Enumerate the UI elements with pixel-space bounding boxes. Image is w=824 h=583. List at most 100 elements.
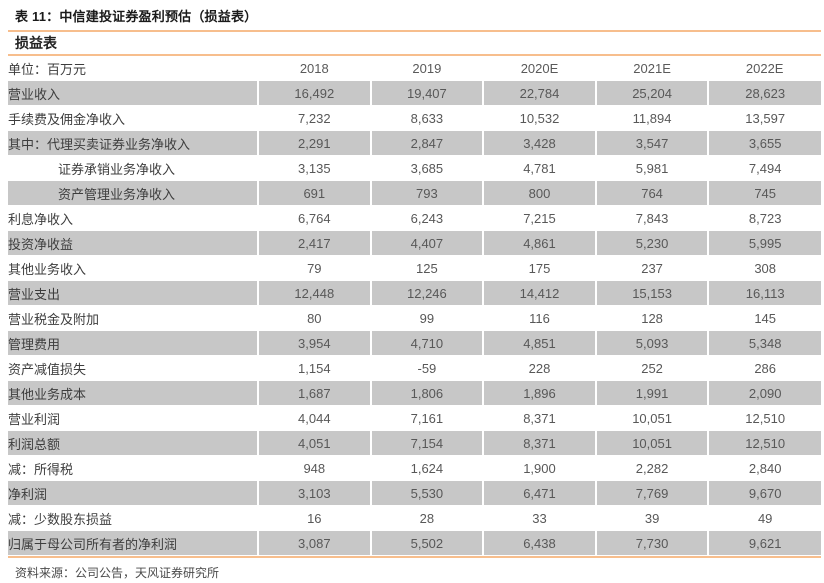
cell-value: 286 — [707, 355, 821, 381]
column-header-2020e: 2020E — [483, 56, 596, 81]
cell-value: 5,230 — [594, 230, 709, 256]
table-row: 利息净收入 6,764 6,243 7,215 7,843 8,723 — [8, 205, 821, 231]
cell-value: 3,655 — [707, 130, 821, 156]
cell-value: 228 — [482, 355, 596, 381]
income-statement-table: 单位：百万元 2018 2019 2020E 2021E 2022E 营业收入 1… — [8, 56, 821, 556]
cell-value: 6,438 — [482, 530, 596, 556]
cell-value: 2,282 — [594, 455, 709, 481]
row-label: 归属于母公司所有者的净利润 — [8, 530, 258, 556]
column-header-2022e: 2022E — [708, 56, 821, 81]
cell-value: 19,407 — [369, 80, 484, 106]
cell-value: 4,781 — [482, 155, 596, 181]
row-label: 营业利润 — [8, 405, 258, 431]
cell-value: 49 — [707, 505, 821, 531]
table-caption: 表 11：中信建投证券盈利预估（损益表） — [15, 9, 258, 24]
table-row: 营业收入 16,492 19,407 22,784 25,204 28,623 — [8, 80, 821, 106]
cell-value: 2,417 — [257, 230, 371, 256]
row-label: 证券承销业务净收入 — [8, 155, 258, 181]
row-label: 资产减值损失 — [8, 355, 258, 381]
row-label: 资产管理业务净收入 — [8, 180, 258, 206]
divider-header — [8, 54, 821, 56]
cell-value: 13,597 — [707, 105, 821, 131]
row-label: 营业税金及附加 — [8, 305, 258, 331]
table-row: 减：少数股东损益 16 28 33 39 49 — [8, 505, 821, 531]
row-label: 投资净收益 — [8, 230, 258, 256]
row-label: 管理费用 — [8, 330, 258, 356]
row-label: 其中：代理买卖证券业务净收入 — [8, 130, 258, 156]
cell-value: 5,981 — [594, 155, 709, 181]
cell-value: 5,995 — [707, 230, 821, 256]
cell-value: 7,843 — [594, 205, 709, 231]
cell-value: 6,471 — [482, 480, 596, 506]
row-label: 减：少数股东损益 — [8, 505, 258, 531]
table-row: 投资净收益 2,417 4,407 4,861 5,230 5,995 — [8, 230, 821, 256]
divider-top — [8, 30, 821, 32]
table-row: 其中：代理买卖证券业务净收入 2,291 2,847 3,428 3,547 3,655 — [8, 130, 821, 156]
cell-value: 5,093 — [594, 330, 709, 356]
cell-value: 7,161 — [369, 405, 484, 431]
cell-value: 116 — [482, 305, 596, 331]
cell-value: 3,547 — [594, 130, 709, 156]
cell-value: 14,412 — [482, 280, 596, 306]
cell-value: 1,154 — [257, 355, 371, 381]
cell-value: 8,723 — [707, 205, 821, 231]
cell-value: 175 — [482, 255, 596, 281]
cell-value: 7,232 — [257, 105, 371, 131]
row-label: 利润总额 — [8, 430, 258, 456]
table-row: 营业支出 12,448 12,246 14,412 15,153 16,113 — [8, 280, 821, 306]
cell-value: 1,806 — [369, 380, 484, 406]
row-label: 减：所得税 — [8, 455, 258, 481]
cell-value: 80 — [257, 305, 371, 331]
cell-value: 6,243 — [369, 205, 484, 231]
column-header-2019: 2019 — [370, 56, 484, 81]
cell-value: 99 — [369, 305, 484, 331]
cell-value: 7,154 — [369, 430, 484, 456]
cell-value: 3,103 — [257, 480, 371, 506]
cell-value: 4,407 — [369, 230, 484, 256]
cell-value: 10,051 — [594, 430, 709, 456]
row-label: 营业支出 — [8, 280, 258, 306]
column-header-2018: 2018 — [258, 56, 371, 81]
table-row: 营业税金及附加 80 99 116 128 145 — [8, 305, 821, 331]
cell-value: 691 — [257, 180, 371, 206]
cell-value: 28 — [369, 505, 484, 531]
cell-value: 1,896 — [482, 380, 596, 406]
cell-value: 7,494 — [707, 155, 821, 181]
cell-value: 145 — [707, 305, 821, 331]
cell-value: 79 — [257, 255, 371, 281]
table-row: 资产管理业务净收入 691 793 800 764 745 — [8, 180, 821, 206]
cell-value: 764 — [594, 180, 709, 206]
cell-value: 1,900 — [482, 455, 596, 481]
source-note: 资料来源：公司公告，天风证券研究所 — [15, 566, 220, 580]
table-row: 其他业务收入 79 125 175 237 308 — [8, 255, 821, 281]
cell-value: 4,044 — [257, 405, 371, 431]
cell-value: 11,894 — [594, 105, 709, 131]
cell-value: 948 — [257, 455, 371, 481]
column-header-2021e: 2021E — [595, 56, 709, 81]
row-label: 其他业务成本 — [8, 380, 258, 406]
table-row: 证券承销业务净收入 3,135 3,685 4,781 5,981 7,494 — [8, 155, 821, 181]
cell-value: 7,215 — [482, 205, 596, 231]
cell-value: 9,670 — [707, 480, 821, 506]
cell-value: 6,764 — [257, 205, 371, 231]
cell-value: 28,623 — [707, 80, 821, 106]
cell-value: 9,621 — [707, 530, 821, 556]
unit-label: 单位：百万元 — [8, 56, 258, 81]
cell-value: 12,448 — [257, 280, 371, 306]
cell-value: 3,428 — [482, 130, 596, 156]
table-row: 资产减值损失 1,154 -59 228 252 286 — [8, 355, 821, 381]
cell-value: 3,954 — [257, 330, 371, 356]
cell-value: 25,204 — [594, 80, 709, 106]
cell-value: 3,087 — [257, 530, 371, 556]
cell-value: 308 — [707, 255, 821, 281]
cell-value: 125 — [369, 255, 484, 281]
cell-value: 4,851 — [482, 330, 596, 356]
cell-value: 128 — [594, 305, 709, 331]
cell-value: 22,784 — [482, 80, 596, 106]
cell-value: 33 — [482, 505, 596, 531]
cell-value: 252 — [594, 355, 709, 381]
cell-value: 1,624 — [369, 455, 484, 481]
cell-value: 15,153 — [594, 280, 709, 306]
cell-value: 39 — [594, 505, 709, 531]
cell-value: 8,371 — [482, 430, 596, 456]
